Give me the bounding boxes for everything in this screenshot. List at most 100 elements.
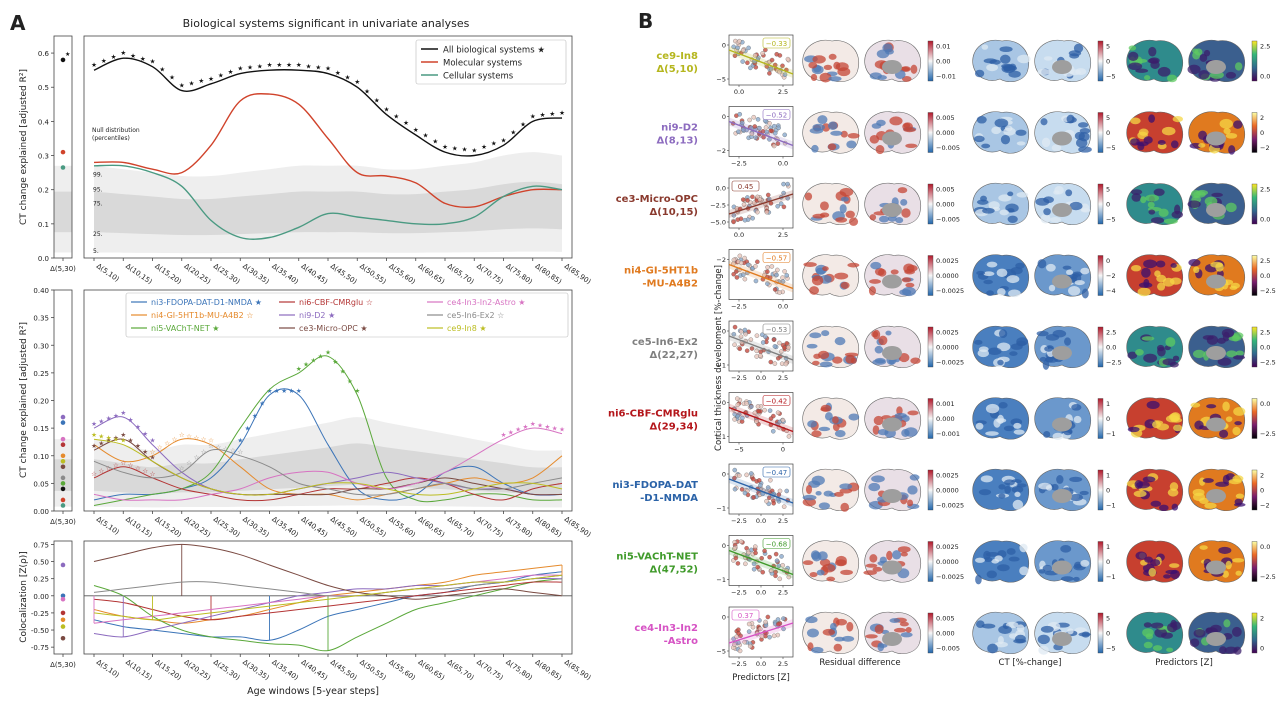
brain-patch xyxy=(1073,415,1082,424)
brain-patch xyxy=(1231,558,1245,563)
significance-star: ★ xyxy=(91,442,97,450)
brain-patch xyxy=(982,207,995,214)
significance-star: ☆ xyxy=(128,462,134,470)
colorbar-tick: 0 xyxy=(1106,257,1110,265)
y-tick-label: 0.75 xyxy=(33,541,49,549)
scatter-y-tick: 0 xyxy=(722,471,726,479)
brain-patch xyxy=(907,410,919,416)
medial-wall xyxy=(1052,131,1072,146)
brain-patch xyxy=(809,286,819,295)
brain-patch xyxy=(1135,349,1144,356)
significance-star: ★ xyxy=(120,431,126,439)
brain-patch xyxy=(869,279,882,284)
brain-patch xyxy=(849,217,859,226)
x-tick-label: Δ(70,75) xyxy=(475,515,505,539)
colorbar-tick: 0.000 xyxy=(936,415,955,423)
significance-star: ★ xyxy=(393,112,399,120)
brain-patch xyxy=(1147,201,1155,209)
significance-star: ★ xyxy=(101,57,107,65)
brain-patch xyxy=(893,627,907,633)
significance-star: ★ xyxy=(159,66,165,74)
brain-patch xyxy=(840,502,850,512)
scatter-point xyxy=(732,324,738,330)
brain-patch xyxy=(1135,551,1147,560)
significance-star: ★ xyxy=(91,61,97,69)
colorbar-tick: 2.5 xyxy=(1260,186,1270,194)
x-tick-label: Δ(20,25) xyxy=(183,262,213,286)
scatter-point xyxy=(771,428,776,434)
brain-patch xyxy=(1235,570,1242,576)
brain-patch xyxy=(1008,289,1021,298)
brain-patch xyxy=(1146,400,1160,410)
y-tick-label: 0.00 xyxy=(33,593,49,601)
scatter-point xyxy=(775,410,781,415)
brain-patch xyxy=(1153,188,1165,196)
x-tick-label: Δ(35,40) xyxy=(270,658,300,682)
brain-patch xyxy=(1157,344,1165,352)
brain-patch xyxy=(811,144,819,153)
brain-patch xyxy=(834,491,844,497)
brain-patch xyxy=(1194,420,1204,430)
scatter-point xyxy=(746,45,751,51)
brain-patch xyxy=(1138,282,1153,288)
brain-patch xyxy=(833,643,843,652)
brain-patch xyxy=(1073,43,1084,53)
medial-wall xyxy=(1206,346,1226,360)
scatter-point xyxy=(732,53,738,58)
brain-patch xyxy=(839,187,854,197)
colorbar-tick: 0.0025 xyxy=(936,329,959,337)
scatter-point xyxy=(732,411,737,417)
significance-star: ☆ xyxy=(201,435,207,443)
series-line xyxy=(93,449,563,496)
side-x-tick-label: Δ(5,30) xyxy=(50,661,76,669)
medial-wall xyxy=(882,632,902,646)
scatter-point xyxy=(781,181,786,187)
x-tick-label: Δ(60,65) xyxy=(417,262,447,286)
significance-star: ☆ xyxy=(135,464,141,472)
medial-wall xyxy=(1206,274,1226,289)
scatter-point xyxy=(779,554,784,559)
brain-patch xyxy=(899,621,909,627)
panel-a-label: A xyxy=(10,11,26,35)
brain-patch xyxy=(975,422,984,430)
brain-patch xyxy=(1069,201,1083,211)
medial-wall xyxy=(1206,203,1226,217)
brain-patch xyxy=(901,277,912,283)
brain-patch xyxy=(1078,146,1092,153)
medial-wall xyxy=(882,417,902,432)
x-tick-label: Δ(15,20) xyxy=(153,262,183,286)
brain-patch xyxy=(981,623,996,629)
scatter-point xyxy=(743,331,748,337)
r-value: −0.47 xyxy=(766,469,787,477)
significance-star: ★ xyxy=(281,387,287,395)
brain-patch xyxy=(905,143,918,148)
row-name-sub: -Astro xyxy=(664,636,699,647)
brain-patch xyxy=(1128,62,1143,71)
scatter-x-tick: −2.5 xyxy=(731,660,747,668)
colorbar-tick: 0 xyxy=(1106,58,1110,66)
scatter-point xyxy=(751,566,757,572)
brain-patch xyxy=(907,485,918,495)
scatter-x-tick: −2.5 xyxy=(731,160,747,168)
medial-wall xyxy=(1206,489,1226,503)
scatter-point xyxy=(763,125,769,130)
brain-patch xyxy=(1068,285,1081,296)
significance-star: ★ xyxy=(552,424,558,432)
brain-patch xyxy=(869,135,880,144)
series-line xyxy=(93,578,563,652)
scatter-point xyxy=(750,624,756,630)
colorbar-tick: 0 xyxy=(1260,645,1264,653)
brain-patch xyxy=(980,475,993,483)
significance-star: ★ xyxy=(140,55,146,63)
x-tick-label: Δ(45,50) xyxy=(329,515,359,539)
y-axis-label: CT change explained [adjusted R²] xyxy=(19,69,29,225)
scatter-x-tick: −5 xyxy=(734,446,744,454)
brain-patch xyxy=(1141,267,1151,278)
y-tick-label: 0.10 xyxy=(33,453,49,461)
significance-star: ★ xyxy=(491,140,497,148)
significance-star: ★ xyxy=(228,68,234,76)
brain-patch xyxy=(1157,66,1171,77)
brain-patch xyxy=(875,145,885,155)
colorbar-tick: 2.5 xyxy=(1260,329,1270,337)
scatter-point xyxy=(751,114,756,120)
